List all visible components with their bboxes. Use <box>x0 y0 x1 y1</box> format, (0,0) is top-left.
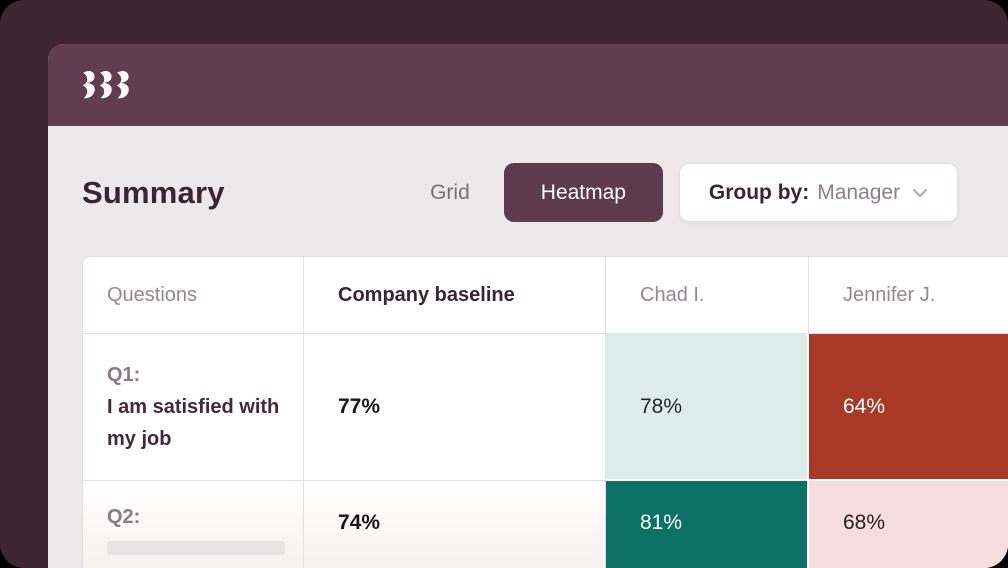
toolbar: Summary Grid Heatmap Group by: Manager <box>82 163 1008 222</box>
group-by-value: Manager <box>817 180 901 204</box>
question-cell-q1: Q1: I am satisfied with my job <box>83 334 304 481</box>
app-window: Summary Grid Heatmap Group by: Manager Q… <box>48 44 1008 568</box>
question-cell-q2: Q2: <box>83 481 304 568</box>
tab-heatmap[interactable]: Heatmap <box>503 163 663 222</box>
group-by-dropdown[interactable]: Group by: Manager <box>679 163 958 222</box>
page-title: Summary <box>82 174 225 210</box>
rippling-waves-logo-icon <box>82 70 129 99</box>
question-id: Q2: <box>107 506 141 528</box>
heat-cell-q1-manager-1: 78% <box>606 334 809 481</box>
baseline-cell-q2: 74% <box>304 481 606 568</box>
tab-grid[interactable]: Grid <box>430 180 470 204</box>
question-id: Q1: <box>107 364 141 386</box>
heat-cell-q2-manager-2: 68% <box>809 481 1008 568</box>
heatmap-table: Questions Company baseline Chad I. Jenni… <box>82 256 1008 568</box>
column-header-company-baseline: Company baseline <box>304 257 606 334</box>
question-text-skeleton <box>107 541 285 555</box>
column-header-manager-1: Chad I. <box>606 257 809 334</box>
chevron-down-icon <box>913 188 928 197</box>
question-text: I am satisfied with my job <box>107 396 280 450</box>
baseline-cell-q1: 77% <box>304 334 606 481</box>
view-toggle: Grid Heatmap <box>413 163 663 222</box>
column-header-questions: Questions <box>83 257 304 334</box>
column-header-manager-2: Jennifer J. <box>809 257 1008 334</box>
group-by-label: Group by: <box>708 180 810 204</box>
heat-cell-q2-manager-1: 81% <box>606 481 809 568</box>
heat-cell-q1-manager-2: 64% <box>809 334 1008 481</box>
content-area: Summary Grid Heatmap Group by: Manager Q… <box>48 126 1008 568</box>
window-titlebar <box>48 44 1008 126</box>
